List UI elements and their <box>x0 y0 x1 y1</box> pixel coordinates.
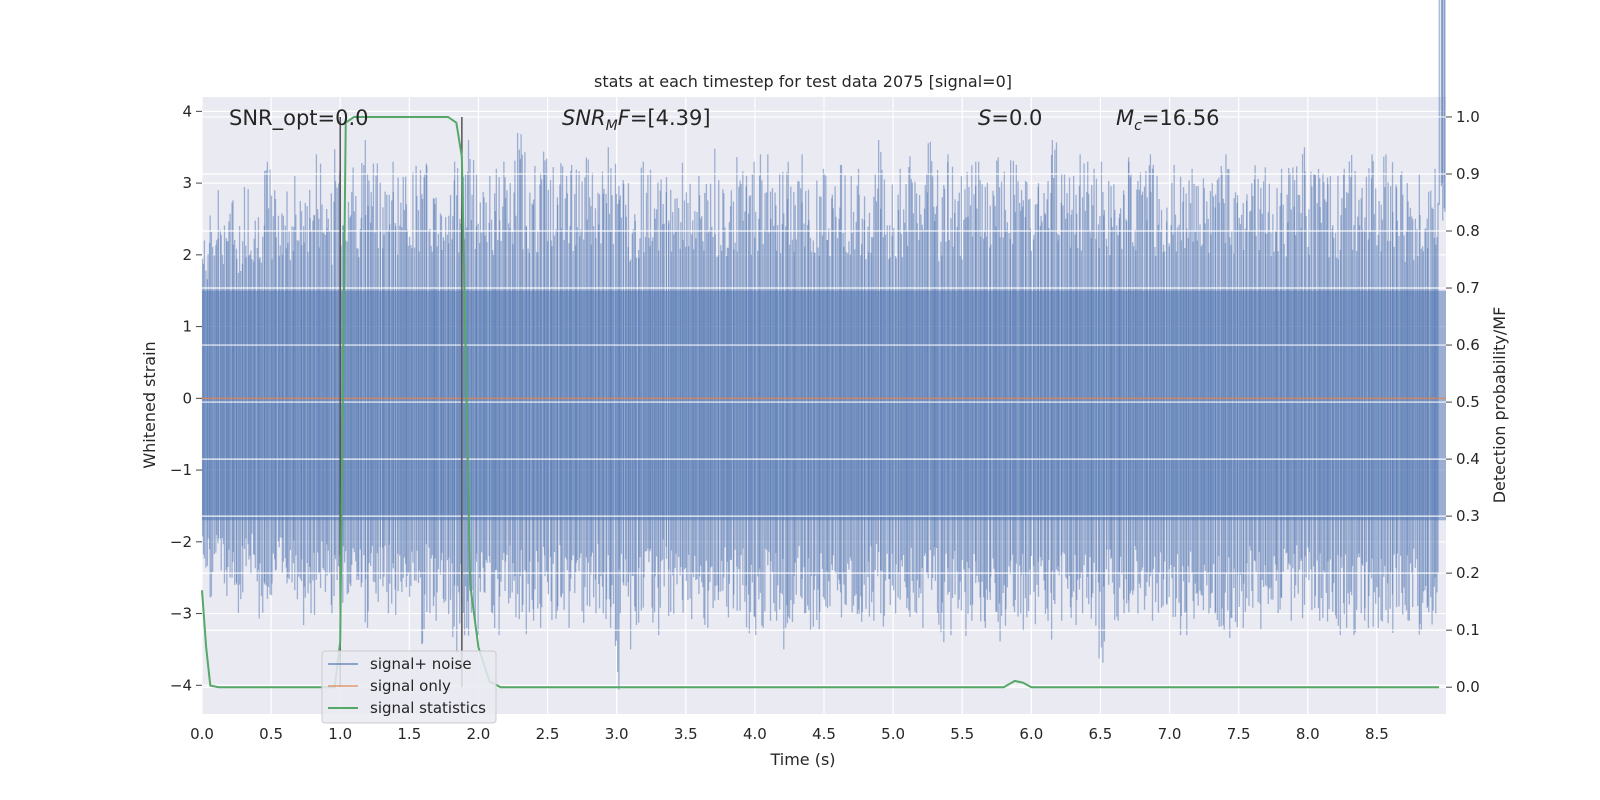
x-tick-label: 2.0 <box>467 725 491 743</box>
y-tick-label-left: 4 <box>182 102 192 120</box>
annotation-mc-main: M <box>1116 106 1134 130</box>
annotation-mc: Mc=16.56 <box>1116 106 1220 134</box>
annotation-mc-sub: c <box>1134 118 1142 134</box>
legend-label-signal-only: signal only <box>370 677 451 695</box>
y-tick-label-left: 2 <box>182 246 192 264</box>
x-tick-label: 7.5 <box>1227 725 1251 743</box>
annotation-snr-mf-f: F <box>618 106 631 130</box>
x-tick-label: 3.5 <box>674 725 698 743</box>
annotations: SNR_opt=0.0 SNRMF=[4.39] S=0.0 Mc=16.56 <box>229 106 1220 134</box>
chart-title: stats at each timestep for test data 207… <box>594 72 1012 91</box>
annotation-s-value: =0.0 <box>991 106 1042 130</box>
series-signal-noise <box>201 0 1446 690</box>
y-tick-label-left: −3 <box>170 605 192 623</box>
legend-label-signal-statistics: signal statistics <box>370 699 486 717</box>
x-tick-label: 6.5 <box>1089 725 1113 743</box>
x-tick-label: 8.5 <box>1365 725 1389 743</box>
x-tick-label: 5.0 <box>881 725 905 743</box>
plot-area <box>201 0 1446 714</box>
annotation-snr-mf-value: =[4.39] <box>630 106 711 130</box>
x-tick-label: 0.0 <box>190 725 214 743</box>
x-tick-label: 3.0 <box>605 725 629 743</box>
y-tick-label-right: 0.6 <box>1456 336 1480 354</box>
y-tick-label-left: 3 <box>182 174 192 192</box>
y-tick-label-right: 0.4 <box>1456 450 1480 468</box>
x-tick-label: 7.0 <box>1158 725 1182 743</box>
annotation-snr-mf: SNRMF=[4.39] <box>562 106 711 134</box>
y-tick-label-left: 0 <box>182 389 192 407</box>
x-tick-label: 4.5 <box>812 725 836 743</box>
annotation-s: S=0.0 <box>978 106 1042 130</box>
y-tick-label-right: 0.3 <box>1456 507 1480 525</box>
legend: signal+ noise signal only signal statist… <box>321 650 497 724</box>
axes: 0.0 0.5 1.0 1.5 2.0 2.5 3.0 3.5 4.0 4.5 5.0 5.5 6.0 6… <box>170 102 1480 743</box>
y-tick-label-left: 1 <box>182 318 192 336</box>
legend-label-signal-noise: signal+ noise <box>370 655 472 673</box>
x-tick-label: 0.5 <box>259 725 283 743</box>
y-tick-label-right: 0.1 <box>1456 621 1480 639</box>
y-tick-label-left: −2 <box>170 533 192 551</box>
y-tick-label-right: 1.0 <box>1456 108 1480 126</box>
x-tick-label: 4.0 <box>743 725 767 743</box>
x-tick-label: 1.5 <box>397 725 421 743</box>
x-tick-label: 6.0 <box>1019 725 1043 743</box>
y-tick-label-right: 0.2 <box>1456 564 1480 582</box>
annotation-snr-opt: SNR_opt=0.0 <box>229 106 369 131</box>
y-tick-label-left: −4 <box>170 676 192 694</box>
x-tick-label: 2.5 <box>536 725 560 743</box>
y-axis-label-left: Whitened strain <box>140 341 159 468</box>
y-tick-label-right: 0.7 <box>1456 279 1480 297</box>
y-tick-label-right: 0.9 <box>1456 165 1480 183</box>
x-tick-label: 1.0 <box>328 725 352 743</box>
x-tick-label: 8.0 <box>1296 725 1320 743</box>
y-tick-label-right: 0.5 <box>1456 393 1480 411</box>
y-tick-label-left: −1 <box>170 461 192 479</box>
y-tick-label-right: 0.8 <box>1456 222 1480 240</box>
annotation-mc-value: =16.56 <box>1142 106 1220 130</box>
annotation-s-main: S <box>978 106 991 130</box>
y-tick-label-right: 0.0 <box>1456 678 1480 696</box>
series-signal-statistics-line <box>201 115 1440 689</box>
y-axis-label-right: Detection probability/MF <box>1490 307 1509 504</box>
legend-box <box>321 650 497 724</box>
annotation-snr-mf-sub: M <box>606 118 618 134</box>
annotation-snr-mf-main: SNR <box>562 106 606 130</box>
x-tick-label: 5.5 <box>950 725 974 743</box>
series-layer <box>201 0 1446 690</box>
x-axis-label: Time (s) <box>769 750 835 769</box>
